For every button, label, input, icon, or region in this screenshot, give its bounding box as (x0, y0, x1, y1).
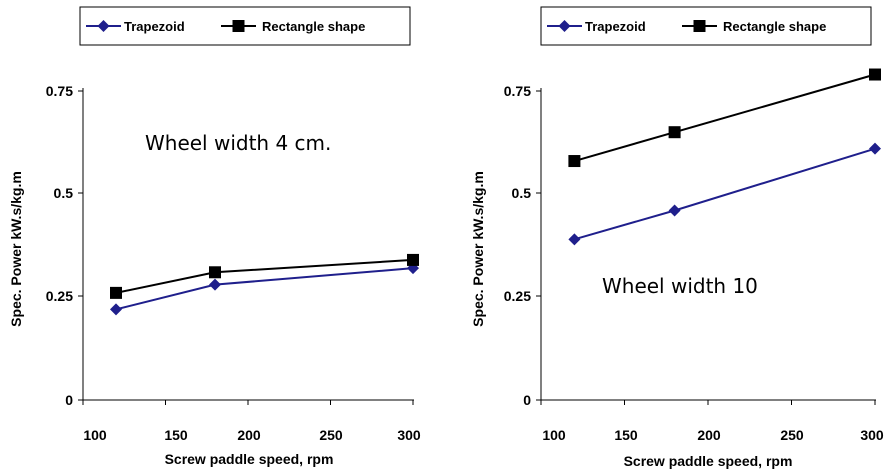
y-tick-label: 0 (65, 392, 73, 408)
y-tick-label: 0 (523, 392, 531, 408)
legend-marker-trapezoid (558, 20, 571, 32)
chart-left: Trapezoid Rectangle shape 0 0.25 0.5 0.7… (8, 6, 421, 467)
data-point-rectangle-shape (568, 155, 581, 168)
data-point-rectangle-shape (407, 253, 419, 266)
chart-annotation: Wheel width 10 (602, 274, 758, 298)
x-tick-label: 300 (860, 427, 884, 443)
y-tick-label: 0.75 (46, 83, 73, 99)
x-tick-label: 250 (319, 427, 343, 443)
x-tick-label: 150 (164, 427, 188, 443)
legend-box (540, 6, 872, 46)
x-tick-label: 100 (542, 427, 566, 443)
plot-area-right (568, 68, 881, 246)
legend-right: Trapezoid Rectangle shape (540, 6, 872, 46)
series-line-trapezoid (574, 147, 876, 241)
y-ticks: 0 0.25 0.5 0.75 (46, 83, 83, 408)
series-line-trapezoid (115, 267, 414, 311)
series-line-rectangle-shape (115, 258, 414, 294)
data-point-rectangle-shape (110, 286, 122, 299)
plot-area-left (110, 253, 419, 316)
legend-left: Trapezoid Rectangle shape (79, 6, 411, 46)
legend-label-rectangle: Rectangle shape (723, 19, 826, 34)
x-axis-title: Screw paddle speed, rpm (165, 451, 334, 467)
legend-label-trapezoid: Trapezoid (585, 19, 646, 34)
x-tick-label: 150 (614, 427, 638, 443)
y-axis-title: Spec. Power kW.s/kg.m (8, 171, 24, 327)
y-axis-title: Spec. Power kW.s/kg.m (470, 171, 486, 327)
data-point-trapezoid (668, 204, 681, 217)
x-tick-label: 250 (780, 427, 804, 443)
data-point-rectangle-shape (209, 266, 221, 279)
x-ticks: 100 150 200 250 300 (540, 400, 884, 443)
x-tick-label: 300 (397, 427, 421, 443)
data-point-trapezoid (110, 303, 122, 316)
series-line-rectangle-shape (574, 73, 876, 163)
chart-annotation: Wheel width 4 cm. (145, 131, 331, 155)
x-axis-title: Screw paddle speed, rpm (624, 453, 793, 469)
y-tick-label: 0.25 (46, 288, 73, 304)
y-tick-label: 0.5 (54, 185, 74, 201)
data-point-rectangle-shape (869, 68, 881, 81)
legend-marker-rectangle (693, 20, 706, 32)
legend-label-rectangle: Rectangle shape (262, 19, 365, 34)
x-tick-label: 200 (697, 427, 721, 443)
legend-label-trapezoid: Trapezoid (124, 19, 185, 34)
x-tick-label: 100 (83, 427, 107, 443)
y-tick-label: 0.5 (512, 185, 532, 201)
data-point-rectangle-shape (668, 126, 681, 139)
x-ticks: 100 150 200 250 300 (82, 400, 421, 443)
data-point-trapezoid (869, 142, 881, 155)
data-point-trapezoid (568, 233, 581, 246)
y-ticks: 0 0.25 0.5 0.75 (504, 83, 541, 408)
legend-marker-rectangle (232, 20, 245, 32)
y-tick-label: 0.25 (504, 288, 531, 304)
chart-right: Trapezoid Rectangle shape 0 0.25 0.5 0.7… (470, 6, 884, 469)
x-tick-label: 200 (237, 427, 261, 443)
legend-marker-trapezoid (97, 20, 110, 32)
y-tick-label: 0.75 (504, 83, 531, 99)
data-point-trapezoid (209, 278, 221, 291)
